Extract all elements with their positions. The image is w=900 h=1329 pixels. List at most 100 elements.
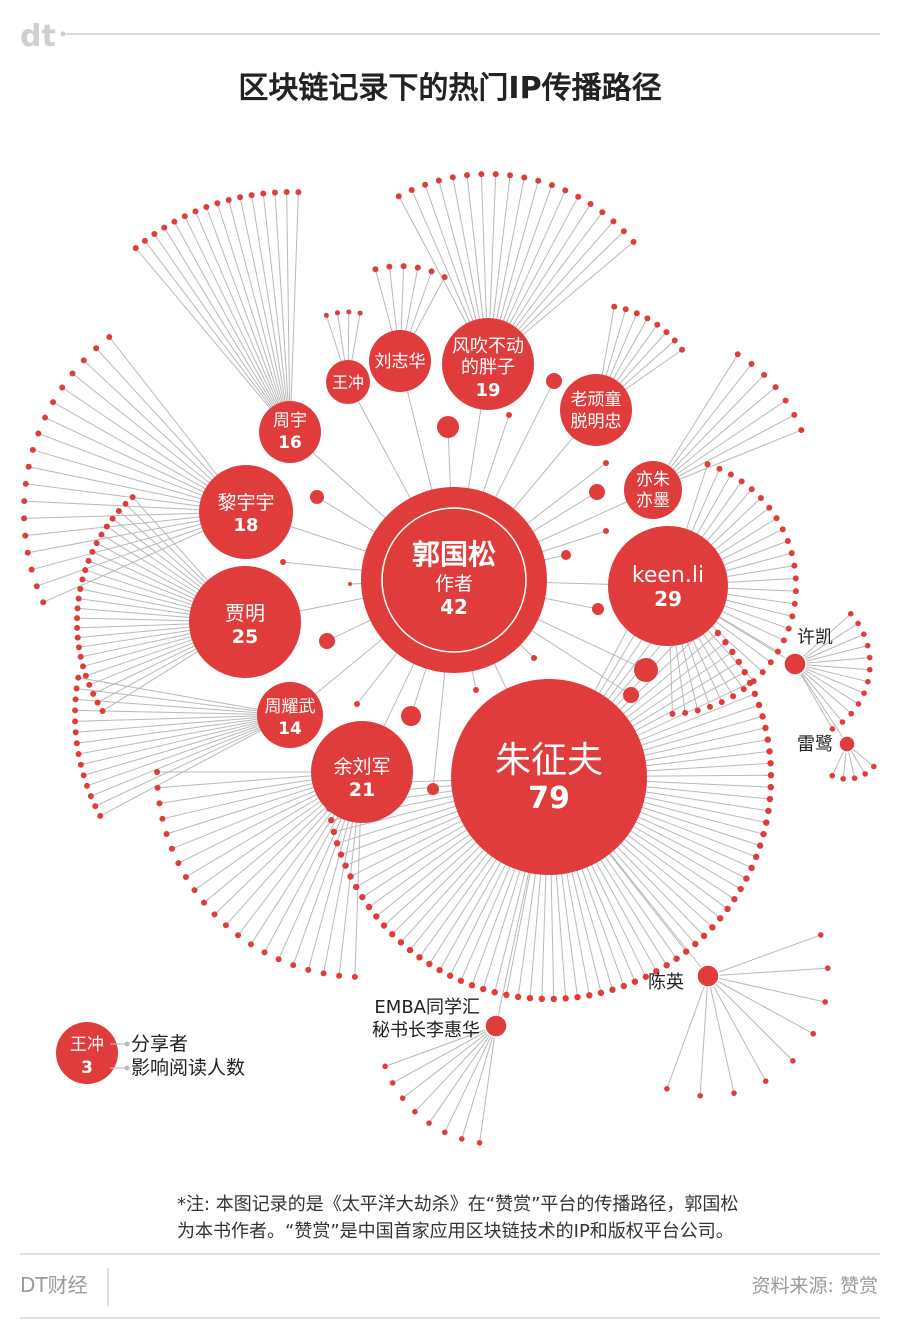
leaf-dot [395,193,402,200]
leaf-dot [864,642,871,649]
edge [794,663,870,671]
leaf-dot [86,681,93,688]
leaf-dot [727,471,734,478]
leaf-dot [669,710,676,717]
leaf-dot [426,960,433,968]
edge [428,1025,497,1124]
leaf-dot [141,237,148,244]
leaf-dot [171,218,178,225]
leaf-dot [716,465,723,472]
node-circle [608,526,728,646]
node-name: keen.li [632,563,704,588]
leaf-dot [35,430,42,437]
leaf-dot [772,384,779,391]
leaf-dot [791,600,798,607]
node-zhouyaowu: 周耀武 14 [257,682,323,748]
leaf-dot [679,346,686,353]
child-node [437,416,459,438]
edge [251,195,291,433]
legend-pointer-dot-1 [124,1041,130,1047]
node-value: 16 [278,433,302,453]
leaf-dot [80,357,87,364]
leaf-dot [426,1120,432,1126]
leaf-dot [663,329,670,336]
node-name: 朱征夫 [495,740,603,781]
leaf-dot [237,194,244,201]
leaf-dot [156,800,163,807]
node-layer [280,373,856,1038]
leaf-dot [98,531,105,538]
leaf-dot [871,763,877,770]
leaf-dot [587,201,594,208]
edge [76,714,291,744]
child-node [603,460,609,466]
leaf-dot [42,414,49,421]
edge [75,714,291,722]
leaf-dot [336,972,343,979]
leaf-dot [748,486,755,493]
legend-reads-label: 影响阅读人数 [131,1057,245,1079]
leaf-dot [692,940,699,948]
label-emba-line2: 秘书长李惠华 [372,1020,480,1041]
node-jiaming: 贾明 25 [189,566,301,678]
leaf-dot [214,200,221,207]
leaf-dot [21,515,28,522]
leaf-dot [82,567,89,574]
child-node [561,550,571,560]
child-node [634,658,658,682]
leaf-dot [29,446,36,453]
edge [205,206,291,433]
child-node [531,655,537,661]
leaf-dot [748,864,755,872]
edge [239,197,291,433]
leaf-dot [861,631,867,637]
node-circle [624,461,682,519]
leaf-dot [77,653,84,660]
header-rule-dot [60,31,66,37]
leaf-dot [261,949,268,956]
leaf-dot [406,946,414,954]
node-value: 29 [654,587,682,611]
leaf-dot [757,495,764,502]
leaf-dot [526,994,534,1002]
node-circle [326,360,370,404]
center-node-ring [381,507,527,653]
leaf-dot [80,772,87,779]
node-fengchui: 风吹不动 的胖子 19 [442,318,534,410]
sharer-node [484,1014,508,1038]
leaf-dot [848,710,855,717]
leaf-dot [851,775,858,781]
leaf-dot [630,238,637,245]
leaf-dot [478,171,485,178]
leaf-dot [740,686,747,693]
leaf-dot [449,174,456,181]
edge [194,211,291,433]
leaf-dot [154,769,160,775]
leaf-dot [817,932,824,938]
leaf-dot [248,192,255,199]
leaf-dot [709,924,716,931]
leaf-dot [717,915,724,922]
leaf-dot [94,699,101,706]
leaf-dot [346,309,352,315]
node-circle [199,465,293,559]
leaf-dot [663,962,670,969]
leaf-dot [839,719,846,725]
node-name-line1: 老顽童 [571,390,622,410]
leaf-dot [759,713,766,720]
leaf-dot [714,629,722,637]
leaf-dot [75,674,82,681]
footer-source: 资料来源: 赞赏 [752,1275,878,1297]
leaf-dot [99,708,106,715]
leaf-dot [399,1095,406,1101]
node-circle [257,682,323,748]
node-laowantong: 老顽童 脱明忠 [560,374,632,446]
leaf-dot [72,696,79,703]
legend: 王冲 3 分享者 影响阅读人数 [56,1022,245,1084]
leaf-dot [538,995,546,1003]
leaf-dot [441,274,448,281]
node-value: 79 [528,781,570,816]
node-liyuyu: 黎宇宇 18 [199,465,293,559]
leaf-dot [97,812,104,819]
edge [794,663,859,705]
